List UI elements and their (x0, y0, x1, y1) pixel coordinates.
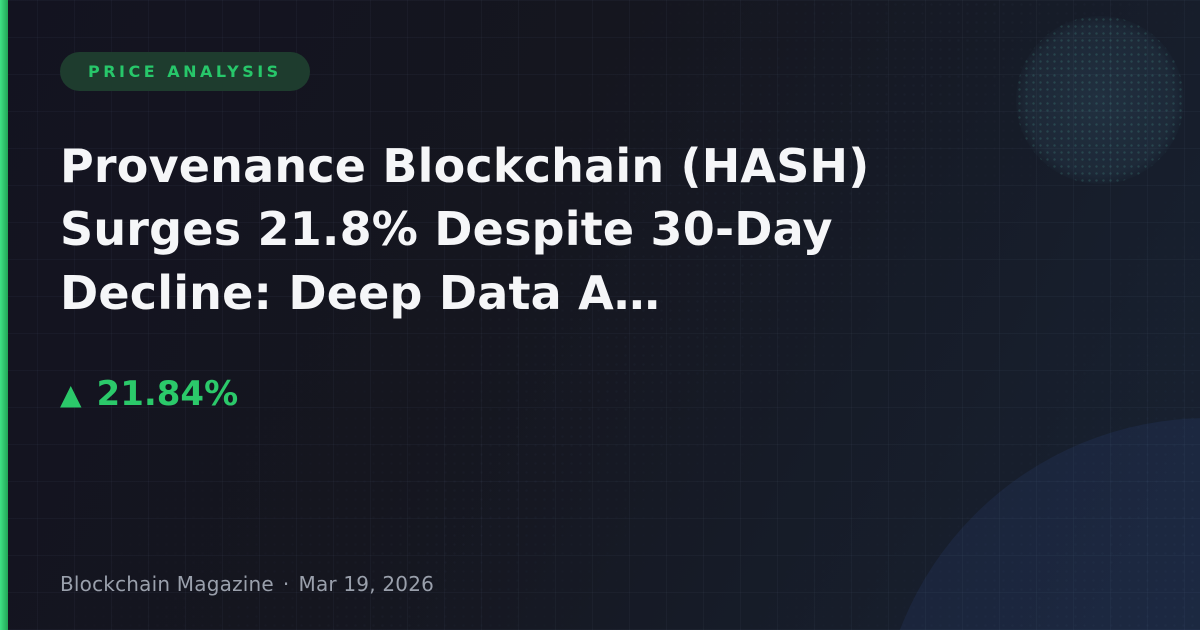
price-change-indicator: ▲ 21.84% (60, 377, 1140, 411)
byline: Blockchain Magazine · Mar 19, 2026 (60, 572, 434, 596)
source-name: Blockchain Magazine (60, 572, 274, 596)
up-triangle-icon: ▲ (60, 378, 82, 412)
publish-date: Mar 19, 2026 (298, 572, 435, 596)
price-change-value: 21.84% (96, 374, 239, 415)
article-headline: Provenance Blockchain (HASH) Surges 21.8… (60, 139, 870, 320)
category-badge: PRICE ANALYSIS (60, 52, 310, 91)
left-accent-bar (0, 0, 8, 630)
byline-separator: · (282, 572, 290, 596)
